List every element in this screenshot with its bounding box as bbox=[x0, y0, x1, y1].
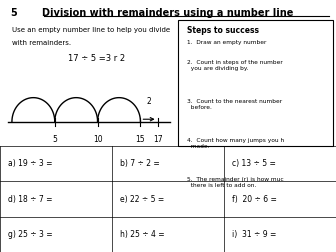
Text: g) 25 ÷ 3 =: g) 25 ÷ 3 = bbox=[8, 230, 52, 239]
Text: 15: 15 bbox=[136, 135, 145, 144]
Text: 5.  The remainder (r) is how muc
  there is left to add on.: 5. The remainder (r) is how muc there is… bbox=[187, 177, 284, 188]
Text: c) 13 ÷ 5 =: c) 13 ÷ 5 = bbox=[232, 159, 276, 168]
Text: e) 22 ÷ 5 =: e) 22 ÷ 5 = bbox=[120, 195, 164, 204]
Text: Steps to success: Steps to success bbox=[187, 26, 259, 36]
Text: 3.  Count to the nearest number
  before.: 3. Count to the nearest number before. bbox=[187, 99, 283, 110]
Text: 5: 5 bbox=[10, 8, 17, 18]
FancyBboxPatch shape bbox=[178, 20, 333, 146]
Text: 2.  Count in steps of the number
  you are dividing by.: 2. Count in steps of the number you are … bbox=[187, 60, 283, 71]
Text: d) 18 ÷ 7 =: d) 18 ÷ 7 = bbox=[8, 195, 52, 204]
Text: 5: 5 bbox=[52, 135, 57, 144]
Text: h) 25 ÷ 4 =: h) 25 ÷ 4 = bbox=[120, 230, 164, 239]
Text: 17: 17 bbox=[153, 135, 162, 144]
Text: 10: 10 bbox=[93, 135, 102, 144]
Text: Division with remainders using a number line: Division with remainders using a number … bbox=[42, 8, 294, 18]
Text: a) 19 ÷ 3 =: a) 19 ÷ 3 = bbox=[8, 159, 52, 168]
Text: Use an empty number line to help you divide: Use an empty number line to help you div… bbox=[12, 27, 170, 33]
Text: 2: 2 bbox=[146, 97, 152, 106]
Text: f)  20 ÷ 6 =: f) 20 ÷ 6 = bbox=[232, 195, 277, 204]
Text: 4.  Count how many jumps you h
  made.: 4. Count how many jumps you h made. bbox=[187, 138, 285, 149]
Text: b) 7 ÷ 2 =: b) 7 ÷ 2 = bbox=[120, 159, 160, 168]
Text: 17 ÷ 5 =3 r 2: 17 ÷ 5 =3 r 2 bbox=[68, 54, 125, 63]
Text: 1.  Draw an empty number: 1. Draw an empty number bbox=[187, 40, 267, 45]
Text: i)  31 ÷ 9 =: i) 31 ÷ 9 = bbox=[232, 230, 276, 239]
Text: with remainders.: with remainders. bbox=[12, 40, 71, 46]
